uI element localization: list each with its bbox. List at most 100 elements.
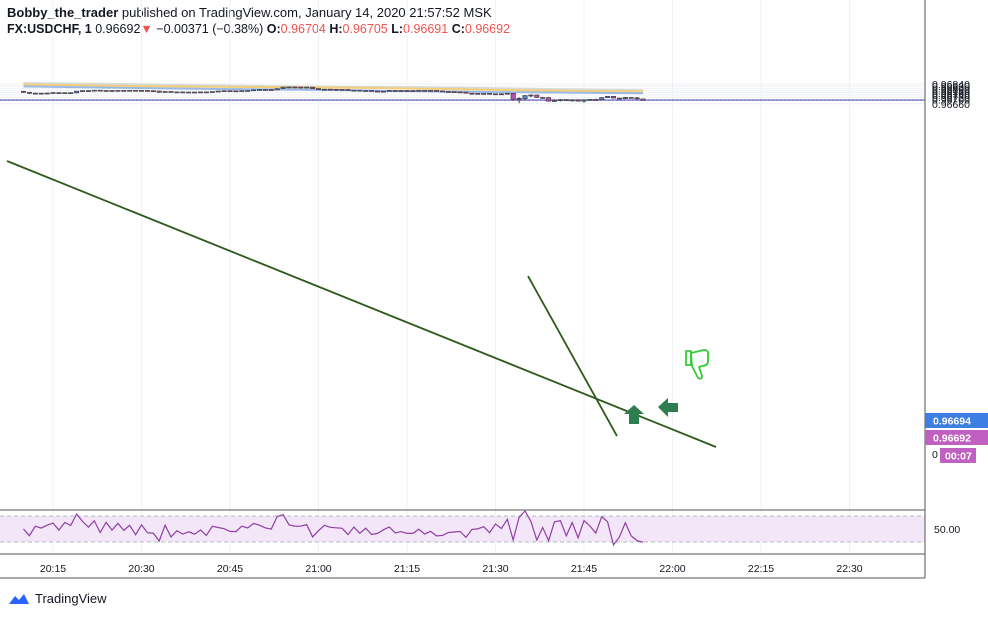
candle-body [168, 91, 174, 93]
candle-body [463, 91, 469, 94]
candle-body [186, 91, 192, 94]
bid-price-label-bg [925, 413, 988, 428]
candle-body [392, 90, 398, 92]
rsi-tick-label: 50.00 [934, 524, 960, 536]
candle-body [44, 92, 50, 95]
x-tick-label: 22:30 [836, 563, 862, 575]
thumbs-down-icon[interactable] [685, 349, 710, 380]
candle-body [180, 91, 186, 94]
candle-body [351, 89, 357, 92]
long-trendline[interactable] [6, 160, 717, 448]
candle-body [91, 89, 97, 92]
candle-body [150, 90, 156, 93]
y-tick-label: 0.96800 [932, 83, 970, 95]
candle-body [498, 93, 504, 96]
candle-body [68, 92, 74, 94]
candle-body [198, 91, 204, 94]
candle-body [333, 88, 339, 91]
ma-yellow-line [23, 83, 644, 93]
candle-body [546, 97, 552, 102]
candle-body [398, 90, 404, 92]
candle-body [315, 88, 321, 90]
rsi-pane [0, 509, 925, 547]
candle-body [97, 89, 103, 92]
candle-body [133, 89, 139, 92]
current-price-label-bg [925, 430, 988, 445]
candle-body [557, 99, 563, 101]
up-arrow-icon[interactable] [624, 405, 644, 424]
x-tick-label: 21:45 [571, 563, 597, 575]
candles [20, 86, 646, 104]
y-tick-label: 0.96720 [932, 92, 970, 104]
candle-body [286, 86, 292, 89]
candle-body [363, 90, 369, 92]
candle-body [227, 90, 233, 93]
candle-body [422, 89, 428, 92]
candle-body [487, 93, 493, 95]
y-tick-label: 0.96700 [932, 94, 970, 106]
candle-body [233, 90, 239, 93]
open-value: 0.96704 [280, 22, 326, 36]
candle-body [38, 92, 44, 95]
candle-body [215, 90, 221, 93]
candle-body [121, 90, 127, 92]
candle-body [268, 89, 274, 91]
candle-body [310, 86, 316, 89]
down-arrow-icon: ▼ [140, 22, 153, 36]
candle-body [628, 97, 634, 99]
author-name[interactable]: Bobby_the_trader [7, 5, 119, 20]
candle-body [32, 92, 38, 95]
low-label: L: [391, 22, 404, 36]
candle-body [209, 91, 215, 93]
candle-body [528, 94, 534, 97]
candle-body [20, 90, 26, 93]
footer-brand[interactable]: TradingView [8, 591, 107, 606]
candle-body [115, 90, 121, 92]
candle-body [274, 88, 280, 91]
high-label: H: [329, 22, 343, 36]
countdown-label: 00:07 [945, 451, 972, 463]
candle-body [540, 97, 546, 99]
candle-body [304, 86, 310, 89]
y-axis-ticks: 0.968400.968200.968000.967800.967600.967… [932, 79, 970, 111]
candle-body [62, 92, 68, 94]
candle-body [605, 96, 611, 98]
candle-body [298, 86, 304, 89]
candle-body [280, 86, 286, 89]
x-tick-label: 22:00 [659, 563, 685, 575]
partial-price-tick: 0 [932, 449, 938, 461]
candle-body [221, 90, 227, 93]
candle-body [50, 92, 56, 94]
candle-body [26, 92, 32, 94]
left-arrow-icon[interactable] [658, 398, 678, 417]
candle-body [245, 90, 251, 92]
candle-body [203, 91, 209, 94]
candle-body [587, 99, 593, 101]
x-axis-ticks: 20:15 20:30 20:45 21:00 21:15 21:30 21:45 22:00… [40, 563, 863, 575]
candle-body [256, 89, 262, 91]
chart-grid [0, 0, 925, 554]
ohlc-legend: FX:USDCHF, 1 0.96692▼ −0.00371 (−0.38%) … [7, 22, 510, 36]
candle-body [445, 91, 451, 93]
candle-body [551, 100, 557, 102]
candle-body [262, 89, 268, 91]
x-tick-label: 20:15 [40, 563, 66, 575]
symbol-label[interactable]: FX:USDCHF, 1 [7, 22, 92, 36]
y-tick-label: 0.96840 [932, 79, 970, 91]
publish-info: Bobby_the_trader published on TradingVie… [7, 5, 492, 20]
short-trendline[interactable] [527, 275, 618, 437]
candle-body [321, 88, 327, 91]
candle-body [563, 99, 569, 102]
candle-body [469, 92, 475, 95]
candle-body [610, 96, 616, 99]
low-value: 0.96691 [403, 22, 449, 36]
candle-body [162, 91, 168, 93]
candle-body [522, 95, 528, 100]
candle-body [339, 89, 345, 91]
candle-body [428, 90, 434, 92]
tradingview-logo-icon [9, 593, 29, 604]
candle-body [481, 93, 487, 95]
candle-body [439, 90, 445, 93]
candle-body [374, 90, 380, 93]
